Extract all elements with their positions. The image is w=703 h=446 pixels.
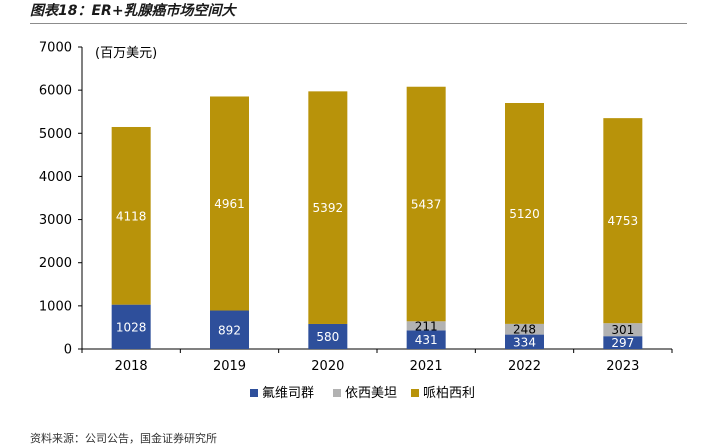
bar-fulvestrant-2021 — [406, 330, 446, 349]
bar-palbociclib-2019 — [210, 96, 249, 311]
data-label-palbociclib-2022: 5120 — [509, 207, 540, 221]
y-tick-label: 4000 — [39, 170, 72, 185]
bar-fulvestrant-2020 — [308, 323, 348, 349]
data-label-fulvestrant-2019: 892 — [218, 323, 241, 337]
bar-palbociclib-2022 — [505, 102, 544, 324]
x-tick-label: 2018 — [115, 359, 148, 374]
bar-palbociclib-2018 — [111, 126, 151, 305]
data-label-fulvestrant-2020: 580 — [316, 330, 339, 344]
x-tick-label: 2021 — [410, 359, 443, 374]
bar-elacestrant-2023 — [603, 323, 643, 337]
y-tick-label: 2000 — [39, 256, 72, 271]
legend-swatch-palbociclib — [411, 389, 419, 397]
x-tick-label: 2020 — [311, 359, 344, 374]
y-tick-label: 0 — [64, 343, 72, 358]
bar-palbociclib-2020 — [308, 91, 348, 324]
data-label-palbociclib-2021: 5437 — [411, 198, 442, 212]
unit-label: (百万美元) — [95, 46, 157, 61]
x-tick-label: 2019 — [213, 359, 246, 374]
title-divider — [30, 23, 687, 24]
legend-swatch-elacestrant — [333, 389, 341, 397]
source-note: 资料来源：公司公告，国金证券研究所 — [30, 432, 217, 445]
data-label-palbociclib-2019: 4961 — [214, 197, 245, 211]
bar-fulvestrant-2022 — [505, 334, 544, 349]
bar-fulvestrant-2023 — [603, 336, 643, 349]
data-label-elacestrant-2022: 248 — [513, 323, 536, 337]
bar-elacestrant-2021 — [406, 321, 446, 331]
data-label-fulvestrant-2022: 334 — [513, 335, 536, 349]
x-tick-label: 2022 — [508, 359, 541, 374]
legend-label-elacestrant: 依西美坦 — [345, 386, 397, 401]
data-label-palbociclib-2023: 4753 — [608, 214, 639, 228]
x-tick-label: 2023 — [606, 359, 639, 374]
data-label-palbociclib-2020: 5392 — [313, 201, 344, 215]
y-tick-label: 7000 — [39, 41, 72, 56]
y-tick-label: 3000 — [39, 213, 72, 228]
data-label-elacestrant-2023: 301 — [611, 323, 634, 337]
data-label-elacestrant-2021: 211 — [415, 319, 438, 333]
bar-fulvestrant-2018 — [111, 304, 151, 349]
data-label-fulvestrant-2023: 297 — [611, 336, 634, 350]
data-label-fulvestrant-2018: 1028 — [116, 320, 147, 334]
y-tick-label: 5000 — [39, 127, 72, 142]
data-label-fulvestrant-2021: 431 — [415, 333, 438, 347]
bar-palbociclib-2023 — [603, 118, 643, 324]
legend-swatch-fulvestrant — [250, 389, 258, 397]
bar-elacestrant-2022 — [505, 323, 544, 335]
bar-palbociclib-2021 — [406, 86, 446, 322]
stacked-bar-chart: 0 1000 2000 3000 4000 5000 6000 7000 (百万美元) 1028 4… — [39, 41, 673, 401]
legend-label-fulvestrant: 氟维司群 — [262, 386, 314, 401]
data-label-palbociclib-2018: 4118 — [116, 209, 147, 223]
bar-fulvestrant-2019 — [210, 310, 249, 349]
y-tick-label: 1000 — [39, 299, 72, 314]
legend-label-palbociclib: 哌柏西利 — [423, 385, 475, 401]
y-tick-label: 6000 — [39, 84, 72, 99]
figure-title: 图表18：ER+乳腺癌市场空间大 — [30, 3, 236, 19]
